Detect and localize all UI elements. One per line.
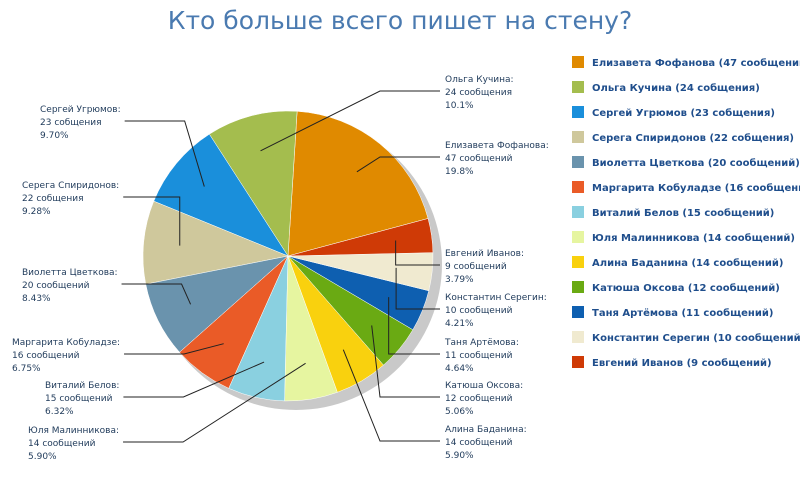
legend-swatch — [572, 356, 584, 368]
callout-percent: 6.75% — [12, 364, 41, 374]
leader-line — [123, 361, 265, 398]
leader-line — [388, 297, 440, 355]
leader-line — [395, 267, 440, 310]
callout-value: 9 сообщений — [445, 262, 507, 272]
callout-value: 12 сообщений — [445, 394, 513, 404]
callout-name: Виолетта Цветкова: — [22, 268, 118, 278]
callout-percent: 9.28% — [22, 207, 51, 217]
callout-name: Ольга Кучина: — [445, 75, 514, 85]
callout-name: Серега Спиридонов: — [22, 181, 119, 191]
callout-value: 23 собщения — [40, 118, 101, 128]
pie-slice — [142, 200, 289, 285]
pie-slice — [153, 133, 289, 257]
legend-label: Константин Серегин (10 сообщений) — [592, 332, 800, 344]
legend-label: Виолетта Цветкова (20 сообщений) — [592, 157, 800, 169]
callout-name: Алина Баданина: — [445, 425, 527, 435]
callout-name: Таня Артёмова: — [444, 338, 519, 348]
callout-name: Виталий Белов: — [45, 381, 119, 391]
callout-percent: 8.43% — [22, 294, 51, 304]
leader-line — [356, 156, 440, 173]
legend-label: Елизавета Фофанова (47 сообщений) — [592, 57, 800, 69]
legend-swatch — [572, 81, 584, 93]
legend-label: Евгений Иванов (9 сообщений) — [592, 357, 772, 369]
legend-label: Ольга Кучина (24 собщения) — [592, 82, 760, 94]
callout-name: Юля Малинникова: — [28, 426, 119, 436]
callout-value: 11 сообщений — [445, 351, 513, 361]
pie-slice — [209, 110, 298, 257]
callout-percent: 4.64% — [445, 364, 474, 374]
chart-title: Кто больше всего пишет на стену? — [168, 6, 633, 35]
legend-label: Алина Баданина (14 сообщений) — [592, 257, 783, 269]
legend-swatch — [572, 206, 584, 218]
callout-name: Евгений Иванов: — [445, 249, 524, 259]
callout-percent: 6.32% — [45, 407, 74, 417]
leader-line — [342, 349, 440, 442]
leader-line — [395, 240, 440, 266]
callout-value: 20 сообщений — [22, 281, 90, 291]
callout-percent: 5.90% — [445, 451, 474, 461]
leader-line — [123, 196, 181, 246]
callout-name: Катюша Оксова: — [445, 381, 523, 391]
callout-value: 24 сообщения — [445, 88, 512, 98]
callout-value: 47 сообщений — [445, 154, 513, 164]
legend-label: Таня Артёмова (11 сообщений) — [592, 307, 773, 319]
callout-percent: 5.90% — [28, 452, 57, 462]
legend-label: Катюша Оксова (12 сообщений) — [592, 282, 780, 294]
callout-value: 14 сообщений — [445, 438, 513, 448]
callout-name: Маргарита Кобуладзе: — [12, 338, 120, 348]
leader-line — [123, 362, 306, 443]
callout-name: Сергей Угрюмов: — [40, 105, 121, 115]
legend-label: Серега Спиридонов (22 собщения) — [592, 132, 794, 144]
callout-percent: 9.70% — [40, 131, 69, 141]
pie-slice — [287, 218, 434, 257]
callout-name: Елизавета Фофанова: — [445, 141, 549, 151]
legend-swatch — [572, 56, 584, 68]
legend-swatch — [572, 331, 584, 343]
legend-swatch — [572, 256, 584, 268]
legend-swatch — [572, 281, 584, 293]
callout-value: 16 сообщений — [12, 351, 80, 361]
leader-line — [124, 343, 224, 355]
leader-line — [371, 325, 440, 398]
callout-name: Константин Серегин: — [445, 293, 547, 303]
legend-label: Юля Малинникова (14 сообщений) — [592, 232, 795, 244]
legend-swatch — [572, 231, 584, 243]
leader-line — [260, 90, 440, 152]
callout-percent: 4.21% — [445, 319, 474, 329]
callout-value: 22 собщения — [22, 194, 83, 204]
callout-percent: 5.06% — [445, 407, 474, 417]
legend-swatch — [572, 131, 584, 143]
legend-label: Виталий Белов (15 сообщений) — [592, 207, 774, 219]
legend-swatch — [572, 306, 584, 318]
legend-swatch — [572, 106, 584, 118]
callout-percent: 3.79% — [445, 275, 474, 285]
leader-line — [121, 283, 192, 305]
callout-percent: 19.8% — [445, 167, 474, 177]
legend-swatch — [572, 156, 584, 168]
legend-label: Сергей Угрюмов (23 собщения) — [592, 107, 775, 119]
callout-value: 10 сообщений — [445, 306, 513, 316]
leader-line — [124, 120, 205, 187]
callout-percent: 10.1% — [445, 101, 474, 111]
legend-swatch — [572, 181, 584, 193]
callout-value: 15 сообщений — [45, 394, 113, 404]
legend-label: Маргарита Кобуладзе (16 сообщений) — [592, 182, 800, 194]
pie-slice — [287, 111, 429, 257]
callout-value: 14 сообщений — [28, 439, 96, 449]
